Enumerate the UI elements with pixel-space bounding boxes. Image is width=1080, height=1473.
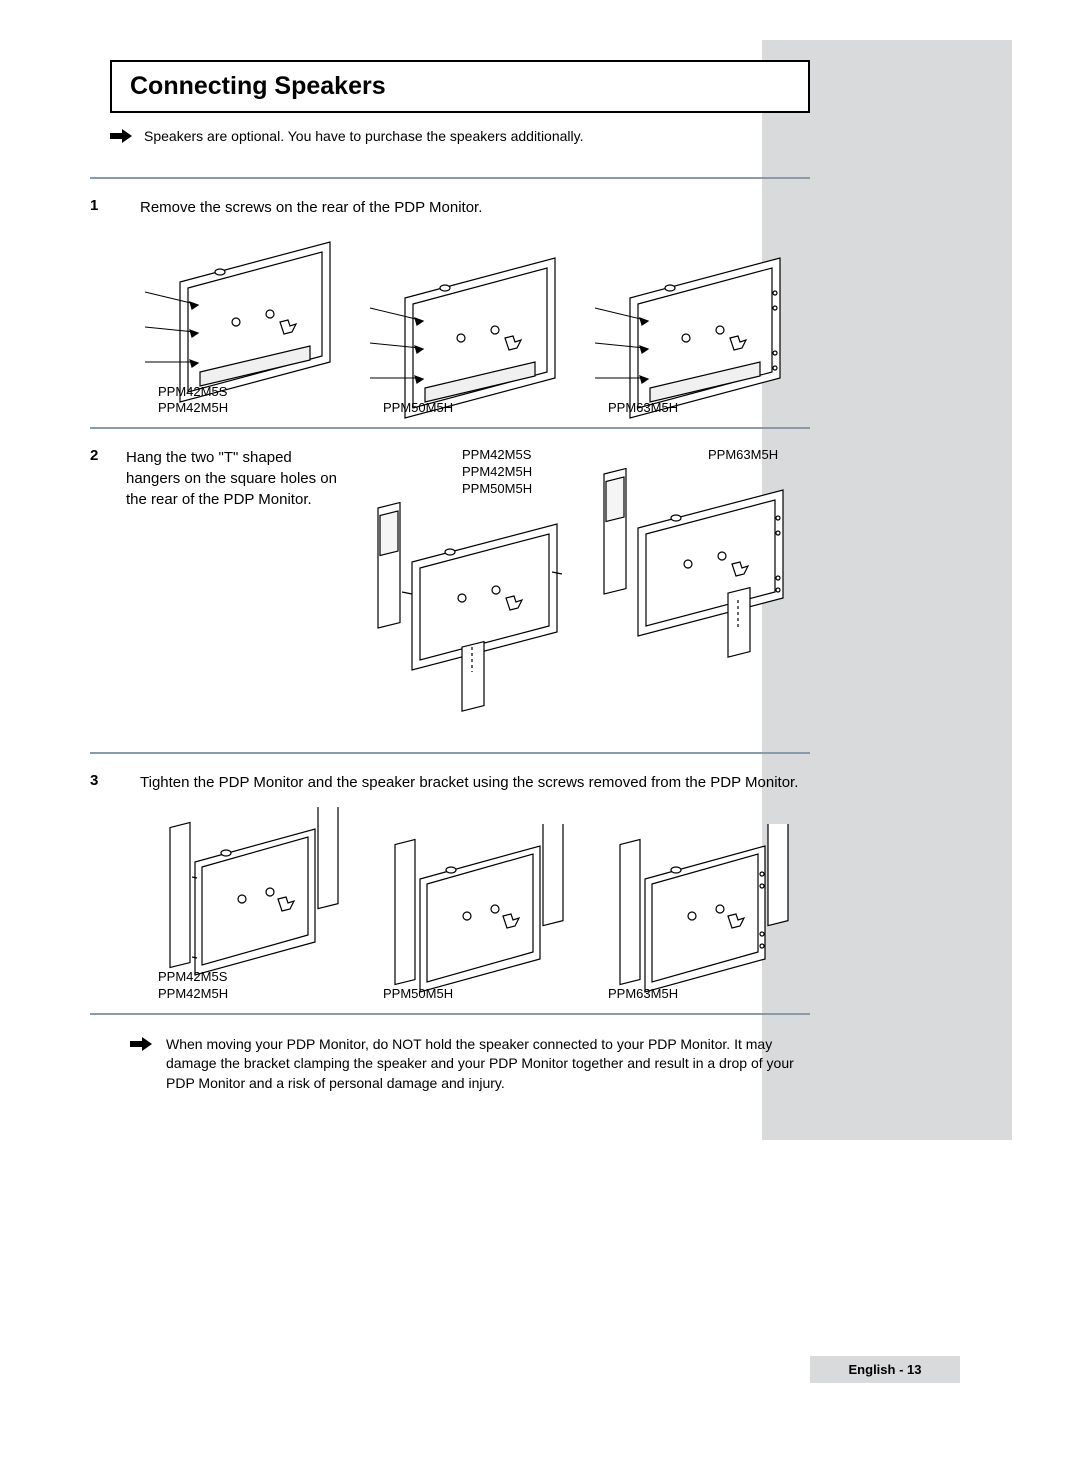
diagram-ppm42-s3: PPM42M5S PPM42M5H — [140, 807, 350, 1003]
model-label: PPM42M5H — [158, 400, 350, 417]
model-label: PPM42M5S — [462, 447, 572, 464]
model-label: PPM42M5S — [158, 384, 350, 401]
page: Connecting Speakers Speakers are optiona… — [0, 0, 1080, 1473]
caution-section: When moving your PDP Monitor, do NOT hol… — [90, 1013, 810, 1094]
step2-diagrams: PPM42M5S PPM42M5H PPM50M5H — [362, 447, 798, 742]
step-text: Tighten the PDP Monitor and the speaker … — [140, 772, 810, 793]
diagram-ppm63: PPM63M5H — [590, 248, 800, 417]
model-label: PPM63M5H — [608, 986, 800, 1003]
content-area: Connecting Speakers Speakers are optiona… — [90, 60, 810, 1094]
step-number: 1 — [90, 197, 110, 218]
model-label: PPM63M5H — [608, 400, 800, 417]
caution-text: When moving your PDP Monitor, do NOT hol… — [166, 1035, 810, 1094]
step-3: 3 Tighten the PDP Monitor and the speake… — [90, 752, 810, 1003]
step-text: Hang the two "T" shaped hangers on the s… — [126, 447, 346, 742]
model-label: PPM42M5S — [158, 969, 350, 986]
step-1: 1 Remove the screws on the rear of the P… — [90, 177, 810, 418]
step3-diagrams: PPM42M5S PPM42M5H — [140, 807, 810, 1003]
page-title: Connecting Speakers — [130, 72, 790, 101]
model-label: PPM42M5H — [462, 464, 572, 481]
diagram-ppm63-s3: PPM63M5H — [590, 824, 800, 1003]
model-label: PPM42M5H — [158, 986, 350, 1003]
model-label: PPM50M5H — [383, 986, 575, 1003]
step-text: Remove the screws on the rear of the PDP… — [140, 197, 810, 218]
arrow-icon — [130, 1037, 152, 1094]
diagram-ppm42: PPM42M5S PPM42M5H — [140, 232, 350, 418]
step1-diagrams: PPM42M5S PPM42M5H — [140, 232, 810, 418]
title-box: Connecting Speakers — [110, 60, 810, 113]
step-2: 2 Hang the two "T" shaped hangers on the… — [90, 427, 810, 742]
model-label: PPM63M5H — [708, 447, 798, 464]
intro-note: Speakers are optional. You have to purch… — [110, 127, 810, 147]
model-label: PPM50M5H — [383, 400, 575, 417]
diagram-group1: PPM42M5S PPM42M5H PPM50M5H — [362, 447, 572, 742]
diagram-group2: PPM63M5H — [588, 447, 798, 742]
page-number: English - 13 — [810, 1356, 960, 1383]
intro-note-text: Speakers are optional. You have to purch… — [144, 127, 583, 147]
monitor-speaker-icon — [362, 502, 572, 742]
model-label: PPM50M5H — [462, 481, 572, 498]
diagram-ppm50-s3: PPM50M5H — [365, 824, 575, 1003]
step-number: 2 — [90, 447, 110, 742]
monitor-speaker-icon — [588, 468, 798, 708]
diagram-ppm50: PPM50M5H — [365, 248, 575, 417]
step-number: 3 — [90, 772, 110, 793]
arrow-icon — [110, 129, 132, 143]
